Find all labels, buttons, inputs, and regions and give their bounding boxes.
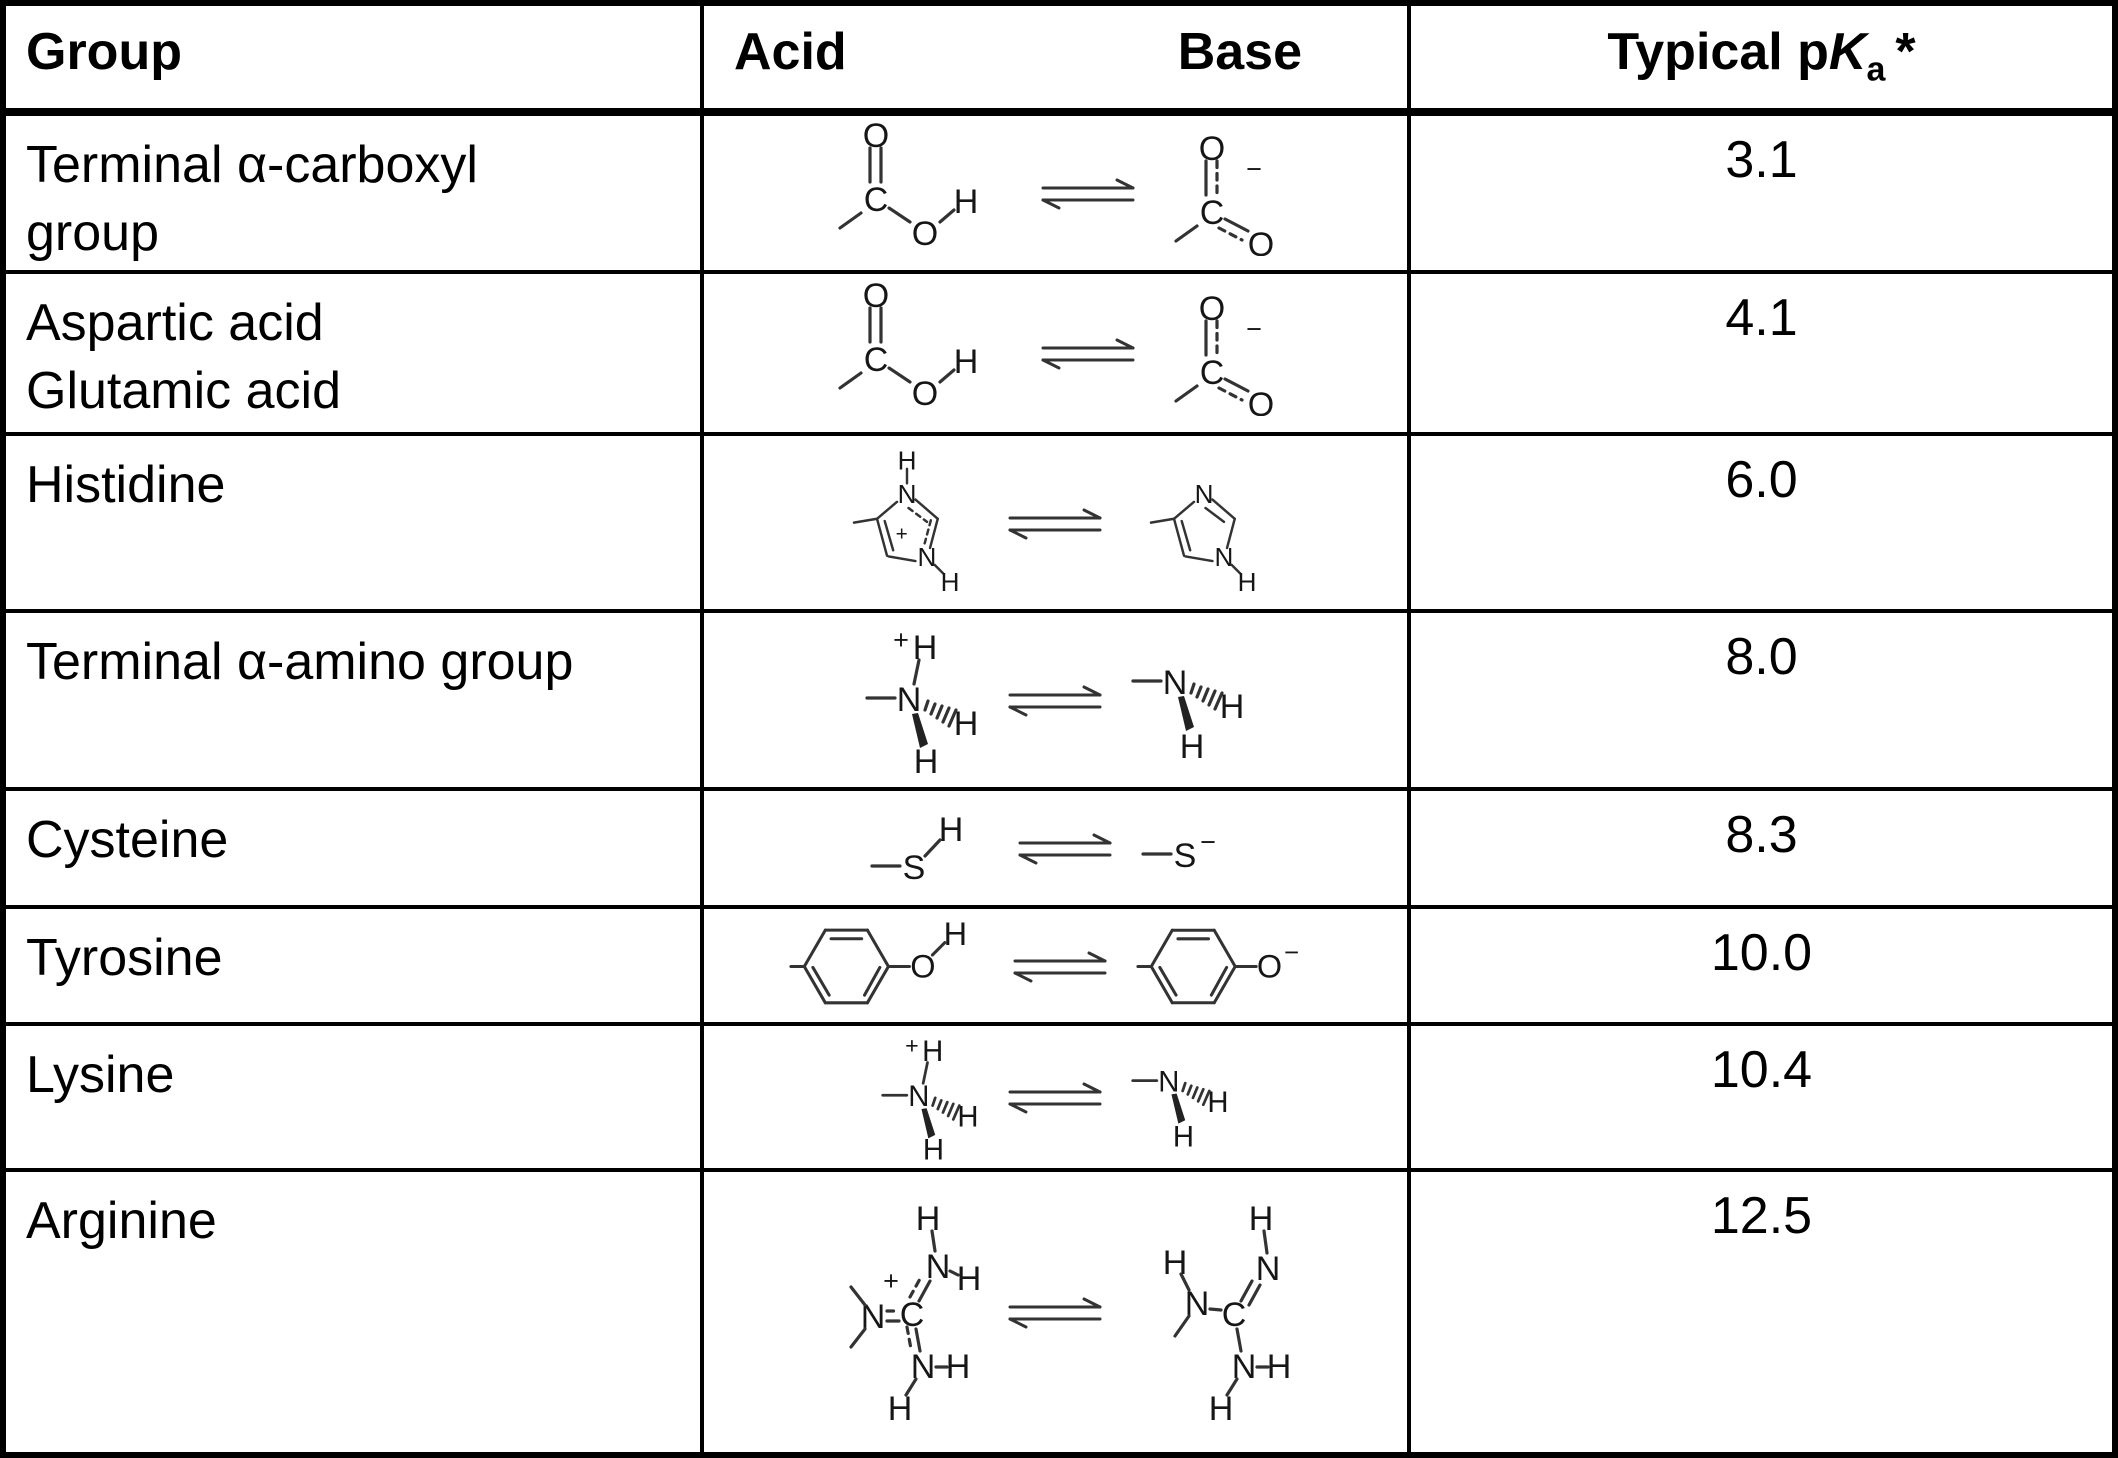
equilibrium-arrow-icon [1008,503,1103,543]
pka-value: 10.4 [1710,1041,1813,1099]
pka-value: 8.0 [1725,628,1798,686]
reaction-cell [704,116,1411,274]
phenolate-structure [1136,911,1322,1021]
header-group: Group [6,6,704,116]
group-name: Lysine [26,1046,175,1104]
reaction-cell [704,613,1411,791]
group-name: Tyrosine [26,929,223,987]
guanidine-structure [1131,1187,1296,1437]
reaction-cell [704,909,1411,1026]
pka-cell: 8.3 [1411,791,2112,909]
carboxylate-structure [1164,291,1284,416]
carboxylate-structure [1164,131,1284,256]
carboxylic-acid-structure [828,118,1013,268]
pka-column-label: Typical pKa * [1607,23,1916,89]
pka-value: 10.0 [1710,924,1813,982]
group-name: Terminal α-amino group [26,633,574,691]
base-column-label: Base [1177,23,1302,81]
equilibrium-arrow-icon [1013,946,1108,986]
reaction-cell [704,274,1411,436]
imidazolium-structure [834,448,980,598]
reaction-cell [704,1172,1411,1452]
pka-cell: 10.4 [1411,1026,2112,1172]
acid-column-label: Acid [734,23,847,81]
carboxylic-acid-structure [828,278,1013,428]
amine-structure [1131,635,1246,765]
pka-cell: 12.5 [1411,1172,2112,1452]
equilibrium-arrow-icon [1041,333,1136,373]
equilibrium-arrow-icon [1008,680,1103,720]
group-name: Cysteine [26,811,229,869]
guanidinium-structure [815,1187,980,1437]
ammonium-structure [865,620,980,780]
ammonium-structure [881,1028,980,1166]
header-pka: Typical pKa * [1411,6,2112,116]
thiol-structure [870,806,990,891]
pka-value: 3.1 [1725,131,1798,189]
reaction-cell [704,1026,1411,1172]
pka-value: 8.3 [1725,806,1798,864]
group-name: Histidine [26,456,226,514]
group-name: Arginine [26,1192,217,1250]
pka-cell: 8.0 [1411,613,2112,791]
pka-cell: 3.1 [1411,116,2112,274]
equilibrium-arrow-icon [1018,828,1113,868]
group-cell: Aspartic acid Glutamic acid [6,274,704,436]
group-cell: Tyrosine [6,909,704,1026]
amine-structure [1131,1041,1230,1153]
group-cell: Histidine [6,436,704,613]
pka-value: 12.5 [1710,1187,1813,1245]
group-cell: Lysine [6,1026,704,1172]
header-acid-base: Acid Base [704,6,1411,116]
reaction-cell [704,436,1411,613]
group-cell: Cysteine [6,791,704,909]
pka-cell: 10.0 [1411,909,2112,1026]
pka-cell: 4.1 [1411,274,2112,436]
equilibrium-arrow-icon [1041,173,1136,213]
phenol-structure [789,911,985,1021]
group-cell: Arginine [6,1172,704,1452]
pka-cell: 6.0 [1411,436,2112,613]
reaction-cell [704,791,1411,909]
group-name: Terminal α-carboxyl [26,136,478,194]
group-name-line2: Glutamic acid [26,361,341,420]
pka-value: 4.1 [1725,289,1798,347]
group-cell: Terminal α-carboxyl group [6,116,704,274]
equilibrium-arrow-icon [1008,1077,1103,1117]
thiolate-structure [1141,826,1241,871]
group-cell: Terminal α-amino group [6,613,704,791]
group-name: Aspartic acid [26,294,324,352]
pka-value: 6.0 [1725,451,1798,509]
group-column-label: Group [26,23,182,81]
group-name-line2: group [26,203,159,262]
equilibrium-arrow-icon [1008,1292,1103,1332]
imidazole-structure [1131,448,1277,598]
